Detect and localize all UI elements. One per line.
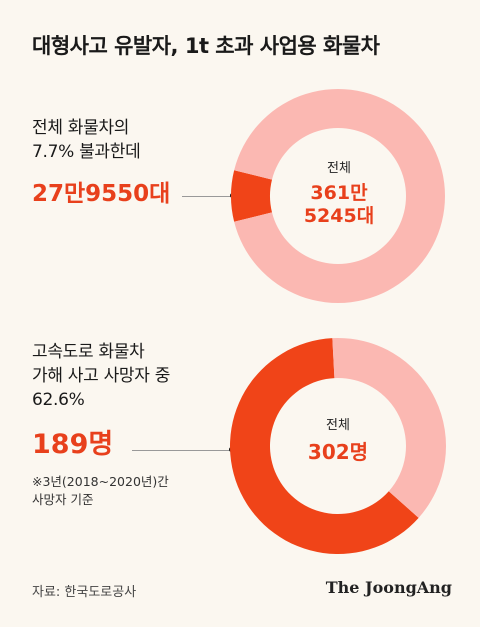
publisher-logo: The JoongAng (325, 578, 452, 597)
page-title: 대형사고 유발자, 1t 초과 사업용 화물차 (32, 34, 380, 58)
chart2-leader-line (132, 450, 232, 451)
chart2-desc-line: 고속도로 화물차 (32, 342, 145, 362)
chart2-note: ※3년(2018~2020년)간 (32, 474, 169, 489)
chart1-center-value: 5245대 (303, 205, 375, 227)
chart2-highlight-value: 189명 (32, 429, 114, 460)
chart1-leader-line (182, 196, 234, 197)
chart1-rest-slice (234, 89, 445, 303)
chart2-center-value: 302명 (307, 440, 369, 464)
chart1-highlight-slice (231, 170, 272, 222)
chart2-rest-slice (332, 338, 446, 518)
chart1-donut (231, 89, 445, 303)
chart1-center-value: 361만 (310, 182, 368, 204)
chart2-note: 사망자 기준 (32, 492, 94, 507)
chart1-desc-line: 전체 화물차의 (32, 118, 130, 138)
chart1-center: 전체 361만 5245대 (289, 157, 389, 228)
chart2-highlight-slice (230, 338, 419, 554)
chart1-desc-line: 7.7% 불과한데 (32, 142, 141, 162)
source-note: 자료: 한국도로공사 (32, 585, 137, 600)
chart1-center-label: 전체 (327, 161, 351, 176)
chart2-desc-line: 62.6% (32, 390, 85, 410)
chart1-description: 전체 화물차의 7.7% 불과한데 27만9550대 (32, 116, 170, 208)
chart2-desc-line: 가해 사고 사망자 중 (32, 366, 171, 386)
chart2-center: 전체 302명 (288, 414, 388, 464)
chart2-center-label: 전체 (326, 418, 350, 433)
chart2-donut (230, 338, 446, 554)
chart1-highlight-value: 27만9550대 (32, 181, 171, 207)
chart2-description: 고속도로 화물차 가해 사고 사망자 중 62.6% 189명 ※3년(2018… (32, 340, 170, 509)
